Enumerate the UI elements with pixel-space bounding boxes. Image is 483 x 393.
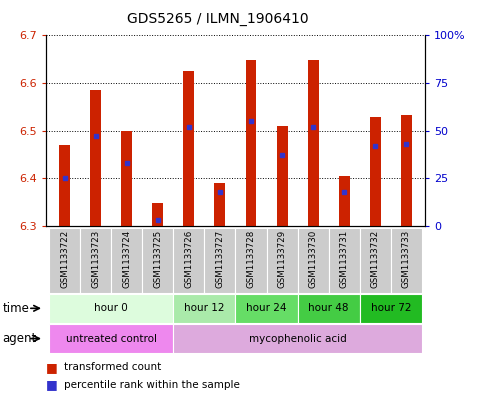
Bar — [298, 228, 329, 293]
Text: percentile rank within the sample: percentile rank within the sample — [64, 380, 240, 390]
Text: GSM1133723: GSM1133723 — [91, 230, 100, 288]
Text: hour 0: hour 0 — [94, 303, 128, 313]
Text: GDS5265 / ILMN_1906410: GDS5265 / ILMN_1906410 — [127, 12, 308, 26]
Text: GSM1133727: GSM1133727 — [215, 230, 225, 288]
Text: mycophenolic acid: mycophenolic acid — [249, 334, 346, 343]
Bar — [111, 228, 142, 293]
Bar — [401, 116, 412, 226]
Bar — [370, 118, 381, 226]
Text: transformed count: transformed count — [64, 362, 161, 372]
Text: hour 12: hour 12 — [184, 303, 225, 313]
Text: untreated control: untreated control — [66, 334, 156, 343]
Text: GSM1133730: GSM1133730 — [309, 230, 318, 288]
Bar — [329, 228, 360, 293]
Bar — [236, 294, 298, 323]
Bar — [308, 60, 319, 226]
Bar — [49, 294, 173, 323]
Text: hour 24: hour 24 — [246, 303, 287, 313]
Bar — [59, 145, 70, 226]
Bar — [236, 228, 267, 293]
Bar — [49, 228, 80, 293]
Bar — [173, 324, 422, 353]
Text: hour 48: hour 48 — [309, 303, 349, 313]
Text: agent: agent — [2, 332, 37, 345]
Bar — [214, 183, 226, 226]
Bar — [90, 90, 101, 226]
Bar — [152, 203, 163, 226]
Text: GSM1133731: GSM1133731 — [340, 230, 349, 288]
Text: GSM1133733: GSM1133733 — [402, 230, 411, 288]
Text: GSM1133722: GSM1133722 — [60, 230, 69, 288]
Bar — [360, 294, 422, 323]
Bar — [49, 324, 173, 353]
Text: GSM1133729: GSM1133729 — [278, 230, 286, 288]
Bar — [121, 131, 132, 226]
Bar — [80, 228, 111, 293]
Text: GSM1133725: GSM1133725 — [153, 230, 162, 288]
Text: GSM1133732: GSM1133732 — [371, 230, 380, 288]
Text: ■: ■ — [46, 378, 57, 391]
Text: ■: ■ — [46, 360, 57, 374]
Bar — [204, 228, 236, 293]
Bar — [298, 294, 360, 323]
Text: GSM1133726: GSM1133726 — [185, 230, 193, 288]
Bar — [360, 228, 391, 293]
Bar — [339, 176, 350, 226]
Text: time: time — [2, 302, 29, 315]
Bar — [184, 71, 194, 226]
Bar — [245, 60, 256, 226]
Bar — [173, 294, 236, 323]
Bar — [391, 228, 422, 293]
Bar — [277, 126, 287, 226]
Text: GSM1133724: GSM1133724 — [122, 230, 131, 288]
Bar — [173, 228, 204, 293]
Bar — [142, 228, 173, 293]
Text: GSM1133728: GSM1133728 — [246, 230, 256, 288]
Bar — [267, 228, 298, 293]
Text: hour 72: hour 72 — [370, 303, 411, 313]
